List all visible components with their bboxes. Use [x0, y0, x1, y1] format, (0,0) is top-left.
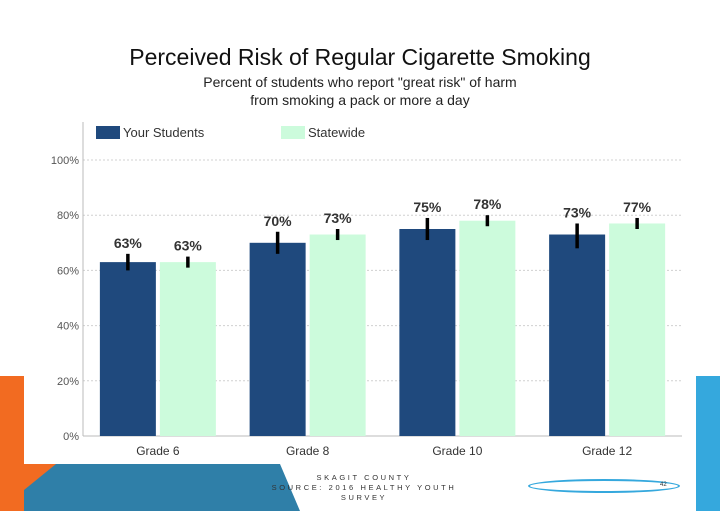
bar: [309, 234, 366, 436]
y-tick-label: 80%: [57, 210, 79, 222]
bar: [159, 262, 216, 436]
footer-source: SKAGIT COUNTY SOURCE: 2016 HEALTHY YOUTH…: [256, 473, 472, 503]
page-number: 42: [660, 482, 667, 488]
legend-label: Statewide: [308, 125, 365, 140]
deco-bottom-orange-corner: [24, 464, 56, 490]
y-tick-label: 60%: [57, 265, 79, 277]
footer-source-line: SOURCE: 2016 HEALTHY YOUTH SURVEY: [271, 483, 457, 502]
x-tick-label: Grade 6: [136, 444, 180, 458]
data-label: 63%: [174, 238, 203, 254]
y-tick-label: 40%: [57, 321, 79, 333]
data-label: 73%: [563, 204, 592, 220]
data-label: 78%: [473, 196, 502, 212]
slide-subtitle: Percent of students who report "great ri…: [0, 73, 720, 109]
slide-title: Perceived Risk of Regular Cigarette Smok…: [129, 44, 591, 70]
deco-right-blue-bar: [696, 376, 720, 511]
legend-label: Your Students: [123, 125, 205, 140]
data-label: 70%: [264, 213, 293, 229]
x-tick-label: Grade 10: [432, 444, 482, 458]
bar-chart: 0% 20% 40% 60% 80% 100% Your Students Statewide…: [51, 122, 682, 458]
subtitle-line-2: from smoking a pack or more a day: [250, 92, 470, 108]
x-tick-label: Grade 8: [286, 444, 330, 458]
deco-left-orange-bar: [0, 376, 24, 511]
bar: [459, 220, 516, 436]
bar: [609, 223, 666, 436]
y-tick-label: 0%: [63, 431, 79, 443]
bar: [399, 229, 456, 436]
x-tick-label: Grade 12: [582, 444, 632, 458]
legend-swatch: [96, 126, 120, 139]
data-label: 75%: [413, 199, 442, 215]
y-tick-label: 20%: [57, 376, 79, 388]
data-label: 63%: [114, 235, 143, 251]
y-tick-label: 100%: [51, 155, 79, 167]
bar: [99, 262, 156, 436]
subtitle-line-1: Percent of students who report "great ri…: [203, 74, 517, 90]
legend-swatch: [281, 126, 305, 139]
chart-panel: 0% 20% 40% 60% 80% 100% Your Students Statewide…: [24, 116, 696, 464]
bar: [249, 242, 306, 436]
page-number-oval: [528, 479, 680, 493]
bar: [549, 234, 606, 436]
data-label: 77%: [623, 199, 652, 215]
data-label: 73%: [324, 210, 353, 226]
footer-county: SKAGIT COUNTY: [316, 473, 412, 482]
deco-bottom-band: [24, 464, 300, 511]
